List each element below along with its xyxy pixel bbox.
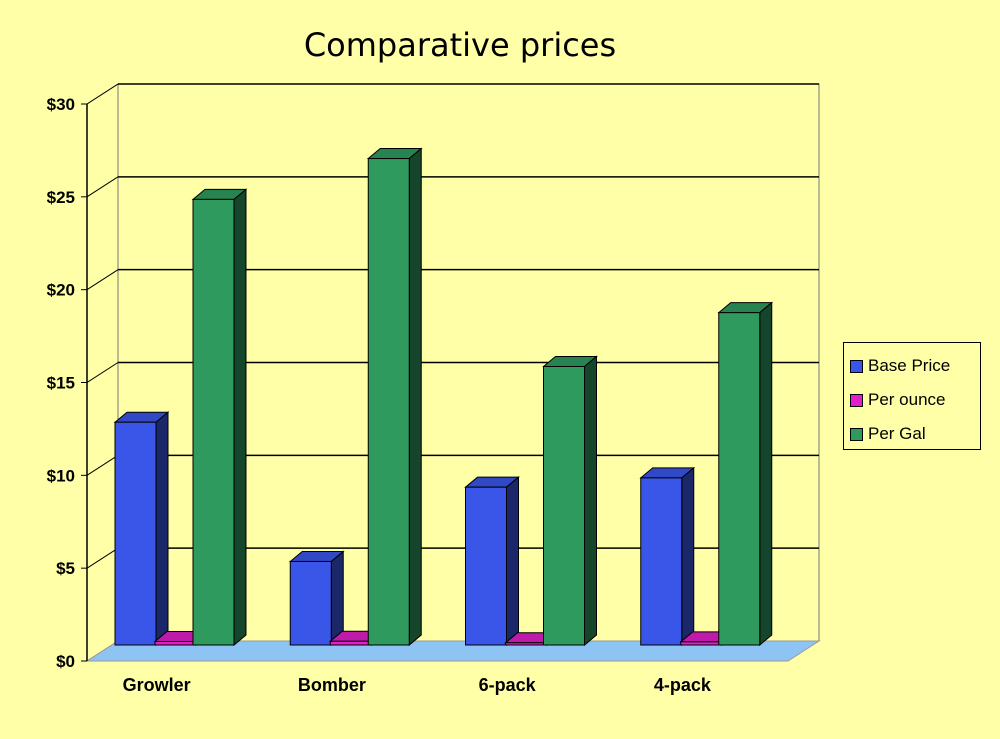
gridline-side	[86, 83, 119, 105]
x-tick-label: Growler	[123, 675, 191, 695]
legend-label: Base Price	[868, 356, 951, 375]
legend: Base Price Per ounce Per Gal	[843, 342, 981, 450]
bar-base-price-growler	[114, 421, 157, 646]
bar-per-gal-6-pack	[543, 366, 585, 646]
x-tick-label: 6-pack	[479, 675, 537, 695]
bar-per-gal-4-pack-side	[759, 301, 773, 647]
legend-item: Base Price	[850, 349, 980, 383]
gridline-side	[86, 547, 119, 569]
gridline-side	[86, 176, 119, 198]
bar-base-price-bomber	[289, 560, 332, 646]
legend-swatch-per-ounce	[850, 393, 863, 407]
bar-per-ounce-4-pack	[680, 641, 723, 646]
bar-per-gal-growler	[192, 198, 235, 646]
bar-base-price-growler-side	[155, 411, 169, 647]
y-tick-label: $20	[47, 281, 75, 300]
legend-item: Per ounce	[850, 383, 980, 417]
bar-per-ounce-6-pack	[505, 642, 547, 646]
bar-base-price-bomber-side	[330, 550, 344, 647]
legend-swatch-per-gal	[850, 427, 863, 441]
chart-floor	[85, 640, 821, 662]
bar-per-ounce-bomber	[329, 640, 372, 646]
bar-base-price-6-pack	[465, 486, 507, 646]
gridline-side	[86, 454, 119, 476]
gridline-side	[86, 269, 119, 291]
legend-label: Per Gal	[868, 424, 926, 443]
legend-swatch-base-price	[850, 359, 863, 373]
bar-per-ounce-growler	[154, 640, 197, 646]
bar-per-gal-6-pack-side	[584, 355, 597, 647]
bar-per-gal-4-pack	[718, 312, 761, 646]
bar-base-price-4-pack	[640, 477, 683, 646]
y-tick-label: $0	[56, 652, 75, 671]
y-tick-label: $25	[47, 188, 75, 207]
bar-base-price-4-pack-side	[681, 466, 695, 647]
bar-per-gal-bomber	[367, 158, 410, 646]
y-tick-label: $10	[47, 466, 75, 485]
x-tick-label: 4-pack	[654, 675, 712, 695]
y-tick-label: $30	[47, 95, 75, 114]
x-tick-label: Bomber	[298, 675, 366, 695]
chart-title: Comparative prices	[303, 26, 617, 64]
legend-label: Per ounce	[868, 390, 946, 409]
legend-item: Per Gal	[850, 417, 980, 451]
gridline-side	[86, 362, 119, 383]
bar-base-price-6-pack-side	[506, 476, 519, 647]
bar-per-gal-bomber-side	[408, 147, 422, 647]
y-tick-label: $15	[47, 374, 75, 393]
bar-per-gal-growler-side	[233, 188, 247, 647]
y-tick-label: $5	[56, 559, 75, 578]
